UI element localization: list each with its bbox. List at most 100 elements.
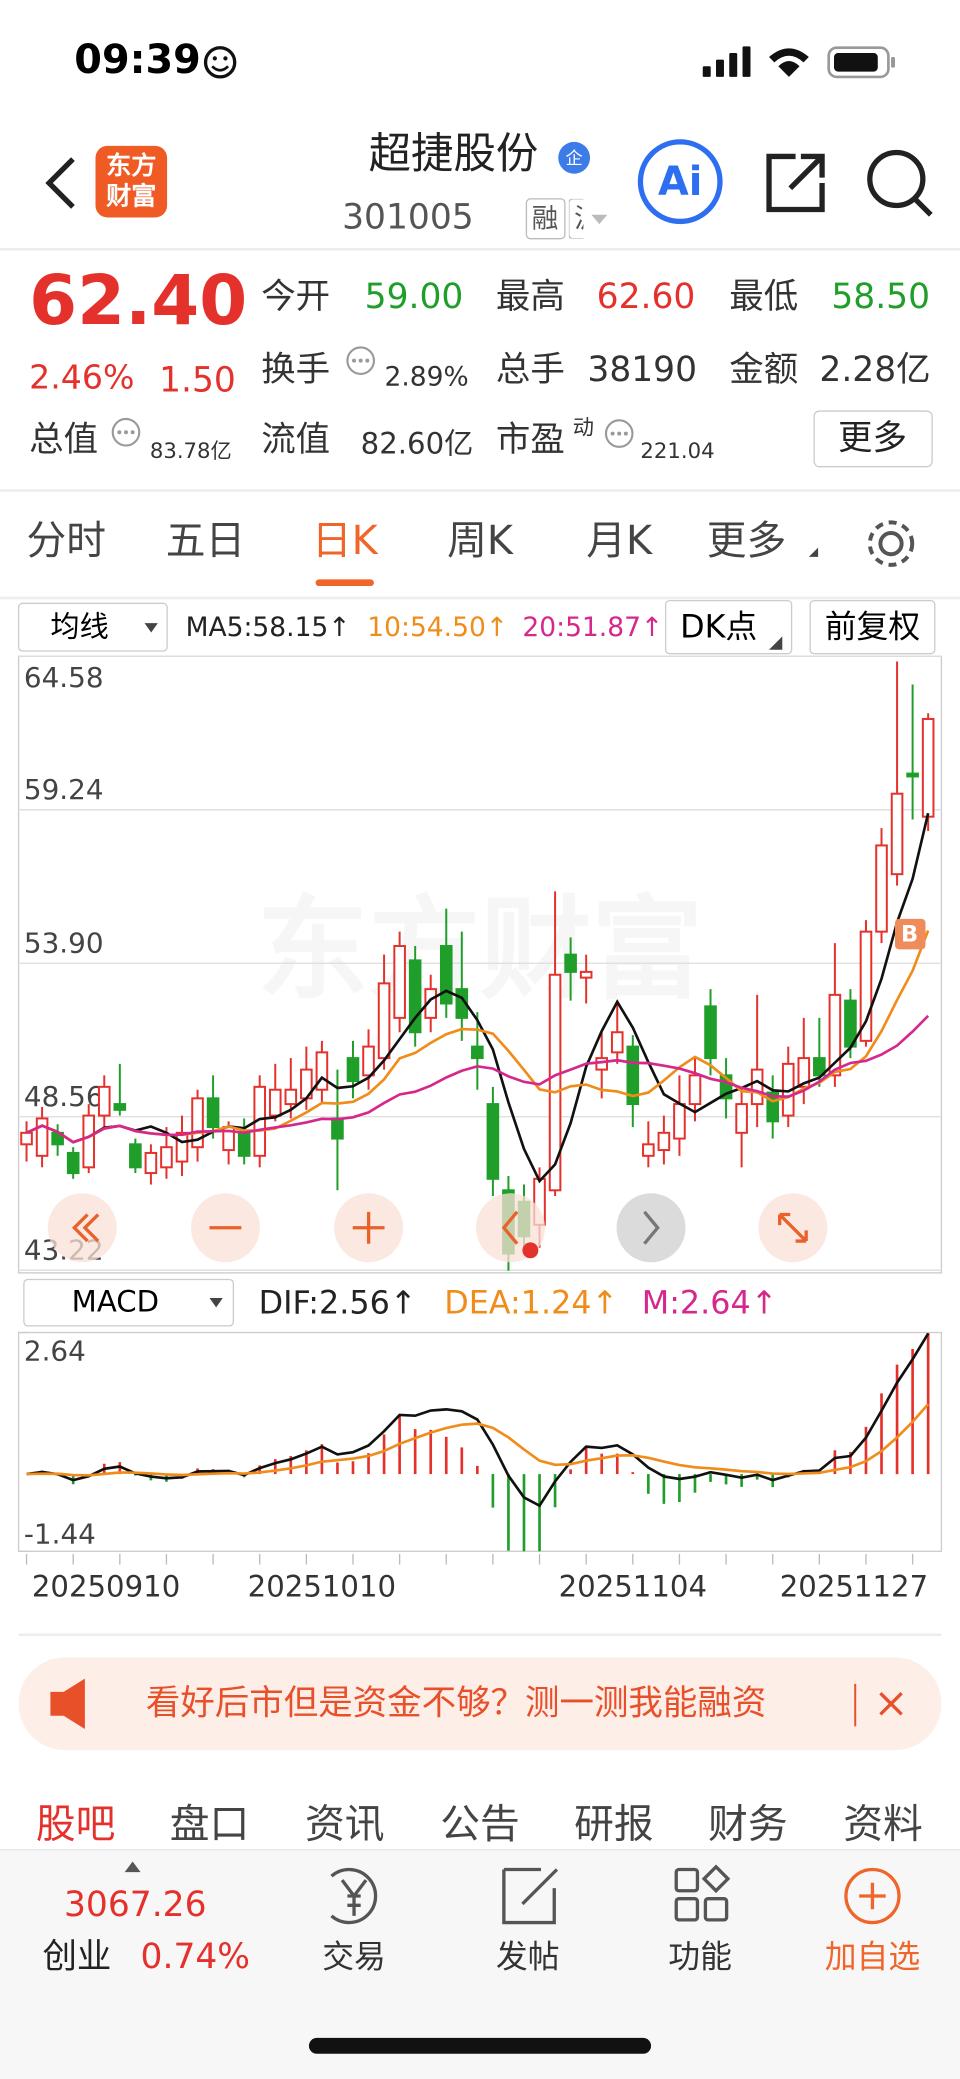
tab[interactable]: 分时 bbox=[27, 518, 107, 564]
macd-select[interactable] bbox=[23, 1278, 235, 1327]
dif-label: DIF:2.56↑ bbox=[259, 1284, 417, 1322]
field-value: 38190 bbox=[587, 350, 697, 390]
candle-body bbox=[315, 1051, 329, 1091]
candle-body bbox=[82, 1114, 96, 1169]
macd-tick-label: -1.44 bbox=[24, 1517, 96, 1550]
time: 09:39 bbox=[74, 37, 201, 83]
candle-body bbox=[688, 1074, 702, 1106]
dif-line bbox=[26, 1332, 930, 1508]
bottom-tab[interactable]: 公告 bbox=[440, 1802, 520, 1848]
candle-body bbox=[610, 1031, 624, 1054]
field-sup: 动 bbox=[573, 415, 594, 440]
dk-arrow bbox=[769, 636, 783, 650]
banner[interactable] bbox=[18, 1657, 942, 1751]
candle-body bbox=[206, 1097, 220, 1129]
more-text: 更多 bbox=[838, 419, 907, 459]
candle-body bbox=[331, 1117, 344, 1140]
footer-icons bbox=[330, 1864, 901, 1925]
candle-body bbox=[875, 844, 888, 933]
action[interactable]: 交易 bbox=[322, 1937, 386, 1975]
bottom-tab[interactable]: 盘口 bbox=[170, 1802, 250, 1848]
action[interactable]: 加自选 bbox=[825, 1937, 920, 1975]
candle-body bbox=[268, 1088, 282, 1117]
macd-frame bbox=[17, 1331, 943, 1552]
search-button[interactable] bbox=[867, 149, 933, 217]
tab[interactable]: 日K bbox=[312, 518, 379, 564]
dea-line bbox=[26, 1403, 930, 1477]
dea-label: DEA:1.24↑ bbox=[444, 1284, 618, 1322]
candle-body bbox=[626, 1045, 640, 1106]
y-tick-label: 64.58 bbox=[24, 661, 104, 694]
back-button[interactable] bbox=[45, 157, 75, 209]
macd-text: MACD bbox=[72, 1284, 159, 1318]
dk-button[interactable] bbox=[664, 599, 793, 655]
field-value: 221.04 bbox=[640, 439, 714, 464]
field-value: 58.50 bbox=[831, 277, 930, 317]
bottom-tab[interactable]: 资料 bbox=[843, 1802, 923, 1848]
m-label: M:2.64↑ bbox=[642, 1284, 778, 1322]
stock-name: 超捷股份 bbox=[369, 130, 539, 179]
candle-body bbox=[735, 1103, 748, 1134]
banner-icon bbox=[50, 1678, 85, 1729]
index-pct: 0.74% bbox=[141, 1937, 251, 1977]
tab[interactable]: 周K bbox=[447, 518, 514, 564]
candle-body bbox=[828, 993, 842, 1077]
candle-body bbox=[191, 1097, 204, 1149]
index-value[interactable]: 3067.26 bbox=[64, 1885, 207, 1925]
field-value: 2.28亿 bbox=[819, 350, 930, 390]
adjust-button[interactable] bbox=[809, 599, 936, 655]
tab-arrow bbox=[808, 547, 819, 557]
candle-body bbox=[66, 1151, 80, 1175]
share-button[interactable] bbox=[766, 153, 825, 213]
banner-text: 看好后市但是资金不够？测一测我能融资 bbox=[146, 1684, 766, 1724]
banner-close[interactable] bbox=[879, 1691, 903, 1716]
ma-label: MA5:58.15↑ bbox=[186, 612, 351, 643]
more-button[interactable] bbox=[813, 410, 933, 468]
field-value: 2.89% bbox=[385, 361, 469, 392]
watermark: 东方财富 bbox=[257, 886, 702, 1015]
candle-body bbox=[377, 982, 391, 1060]
bottom-tab[interactable]: 股吧 bbox=[36, 1802, 116, 1848]
tab[interactable]: 五日 bbox=[166, 518, 246, 564]
index-name: 创业 bbox=[42, 1937, 111, 1977]
field-label: 总手 bbox=[496, 350, 565, 390]
settings-button[interactable] bbox=[867, 520, 915, 567]
ai-button[interactable] bbox=[637, 139, 723, 225]
tag-arrow bbox=[591, 214, 608, 225]
select-arrow bbox=[144, 623, 158, 633]
candle-body bbox=[750, 1068, 764, 1106]
tab[interactable]: 月K bbox=[586, 518, 653, 564]
candle-body bbox=[579, 970, 593, 979]
tab-underline bbox=[315, 579, 374, 587]
dk-text: DK点 bbox=[680, 607, 757, 645]
chart-nav[interactable] bbox=[47, 1193, 828, 1263]
field-label: 总值 bbox=[29, 420, 98, 460]
indicator-select[interactable] bbox=[17, 602, 168, 652]
candle-body bbox=[642, 1143, 655, 1157]
candle-body bbox=[673, 1103, 686, 1140]
change: 1.50 bbox=[159, 360, 236, 400]
bottom-tab[interactable]: 研报 bbox=[574, 1802, 654, 1848]
field-label: 金额 bbox=[729, 350, 798, 390]
info-dots bbox=[117, 358, 628, 436]
candle-body bbox=[921, 717, 935, 818]
tab[interactable]: 更多 bbox=[707, 518, 787, 564]
tag bbox=[525, 198, 566, 240]
candle-body bbox=[548, 973, 562, 1192]
bottom-tab[interactable]: 财务 bbox=[708, 1802, 788, 1848]
action[interactable]: 功能 bbox=[668, 1937, 732, 1975]
action[interactable]: 发帖 bbox=[496, 1937, 560, 1975]
candle-body bbox=[906, 772, 919, 778]
candle-body bbox=[439, 945, 453, 1005]
logo-text: 东方 bbox=[106, 151, 156, 180]
ma-label: 10:54.50↑ bbox=[367, 612, 508, 643]
candle-body bbox=[284, 1088, 298, 1106]
field-value: 82.60亿 bbox=[361, 427, 474, 461]
badge-text: 企 bbox=[566, 149, 583, 169]
field-label: 流值 bbox=[261, 420, 330, 460]
signal-text: B bbox=[901, 921, 918, 947]
bottom-tab[interactable]: 资讯 bbox=[305, 1802, 385, 1848]
change-pct: 2.46% bbox=[29, 358, 134, 397]
candle-body bbox=[766, 1091, 780, 1123]
candle-body bbox=[486, 1103, 500, 1180]
